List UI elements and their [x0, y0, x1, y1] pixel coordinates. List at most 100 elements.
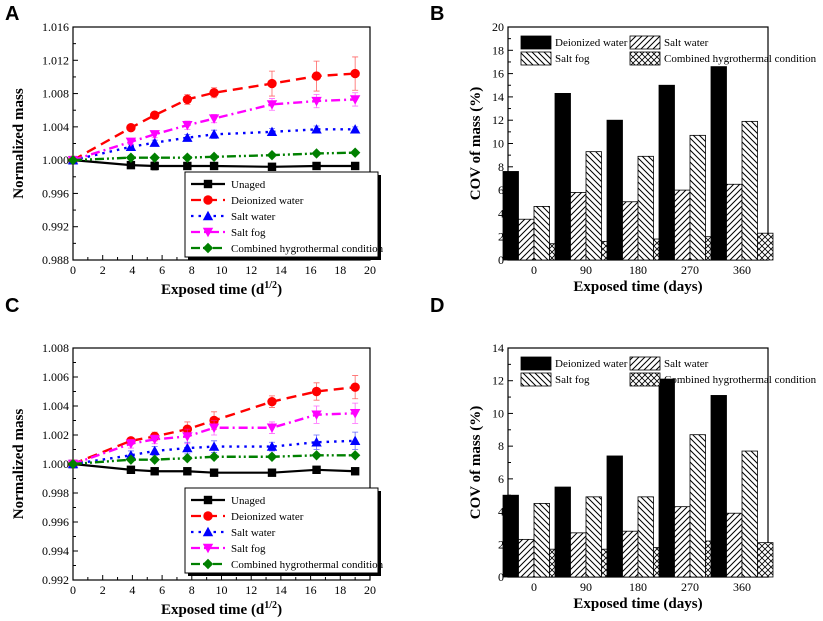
legend-label-deionized: Deionized water — [555, 37, 628, 49]
y-tick-label: 0.992 — [42, 220, 69, 234]
y-tick-label: 4 — [498, 206, 504, 220]
bar-salt_water — [674, 506, 691, 578]
data-point-salt_water — [149, 445, 160, 456]
x-tick-label: 360 — [733, 580, 751, 594]
data-point-combined — [125, 152, 137, 163]
legend-label-salt_fog: Salt fog — [231, 543, 266, 555]
data-point-unaged — [350, 161, 360, 171]
panel-D: D 0 2 4 6 8 10 12 14 COV of mass (%) 0 90 180 270 360 E… — [430, 295, 817, 612]
legend-label-salt_water: Salt water — [664, 37, 709, 49]
bar-salt_water — [570, 192, 587, 261]
series-line-salt_fog — [72, 98, 356, 162]
data-point-combined — [349, 450, 361, 461]
data-point-unaged — [312, 465, 321, 474]
bar-salt_water — [622, 201, 639, 261]
data-point-combined — [67, 154, 79, 166]
y-tick-label: 18 — [492, 43, 504, 57]
y-tick-label: 1.004 — [42, 399, 69, 413]
data-point-deionized — [126, 122, 136, 133]
bar-deionized — [658, 84, 675, 261]
data-point-combined — [208, 151, 220, 163]
bar-salt_fog — [637, 496, 654, 578]
legend-swatch-salt_fog — [520, 372, 552, 387]
legend-swatch-deionized — [520, 35, 552, 50]
bar-salt_fog — [689, 434, 706, 578]
x-tick-label: 14 — [275, 583, 287, 597]
data-point-unaged — [183, 467, 192, 476]
bar-salt_fog — [585, 496, 602, 578]
y-tick-label: 1.004 — [42, 120, 69, 134]
legend-marker-deionized — [203, 195, 213, 205]
legend-label-combined: Combined hygrothermal condition — [664, 374, 817, 386]
bar-deionized — [502, 494, 519, 578]
x-tick-label: 6 — [159, 263, 165, 277]
legend-label-salt_water: Salt water — [664, 358, 709, 370]
legend-box — [184, 171, 379, 258]
bar-salt_water — [570, 532, 587, 578]
x-tick-label: 90 — [580, 580, 592, 594]
panel-letter: A — [5, 3, 19, 25]
y-tick-label: 0.988 — [42, 253, 69, 267]
x-tick-label: 18 — [334, 263, 346, 277]
data-point-unaged — [126, 465, 136, 474]
legend-marker-salt_fog — [202, 227, 214, 238]
x-tick-label: 360 — [733, 263, 751, 277]
y-tick-label: 1.016 — [42, 20, 69, 34]
data-point-unaged — [267, 162, 277, 171]
data-point-unaged — [312, 161, 321, 171]
legend-marker-salt_water — [202, 210, 214, 221]
x-tick-label: 20 — [364, 263, 376, 277]
legend: Deionized water Salt water Salt fog Combine… — [520, 356, 817, 387]
x-axis-title-main: Exposed time (d — [161, 602, 265, 618]
bar-salt_fog — [741, 120, 758, 261]
data-point-salt_water — [208, 441, 220, 451]
data-point-deionized — [267, 78, 277, 89]
y-tick-label: 8 — [498, 439, 504, 453]
y-tick-label: 4 — [498, 505, 504, 519]
y-tick-label: 12 — [492, 374, 504, 388]
bar-deionized — [710, 395, 727, 578]
x-axis-title-end: ) — [277, 282, 282, 298]
legend-marker-unaged — [203, 179, 213, 189]
x-tick-label: 20 — [364, 583, 376, 597]
data-point-combined — [266, 149, 278, 161]
data-point-combined — [67, 458, 79, 470]
data-point-unaged — [267, 468, 277, 477]
legend-marker-combined — [202, 558, 214, 570]
x-axis-title: Exposed time (d1/2) — [161, 280, 282, 298]
legend-marker-salt_fog — [202, 543, 214, 554]
y-tick-label: 1.008 — [42, 341, 69, 355]
bar-deionized — [658, 378, 675, 578]
x-axis-title-sup: 1/2 — [264, 600, 277, 611]
data-point-combined — [311, 450, 322, 461]
y-tick-label: 20 — [492, 20, 504, 34]
legend-swatch-combined — [629, 51, 661, 66]
y-axis-title: COV of mass (%) — [468, 87, 484, 200]
legend-label-deionized: Deionized water — [555, 358, 628, 370]
y-tick-label: 0.998 — [42, 486, 69, 500]
x-tick-label: 8 — [189, 263, 195, 277]
bar-salt_water — [518, 538, 535, 578]
legend-label-deionized: Deionized water — [231, 195, 304, 207]
y-tick-label: 0 — [498, 253, 504, 267]
bar-salt_fog — [533, 502, 550, 578]
legend-label-unaged: Unaged — [231, 495, 266, 507]
y-tick-label: 0.996 — [42, 515, 69, 529]
legend: Unaged Deionized water Salt water Salt fog C… — [184, 171, 384, 260]
data-point-combined — [349, 147, 361, 158]
x-tick-label: 16 — [305, 263, 317, 277]
data-point-salt_fog — [311, 96, 322, 107]
bar-combined — [757, 232, 774, 261]
y-tick-label: 1.008 — [42, 87, 69, 101]
x-axis-title: Exposed time (days) — [573, 596, 702, 612]
bar-salt_water — [674, 189, 691, 261]
data-point-salt_fog — [208, 423, 220, 433]
y-tick-label: 6 — [498, 472, 504, 486]
x-tick-label: 0 — [531, 263, 537, 277]
data-point-salt_water — [208, 129, 220, 139]
data-point-salt_water — [311, 124, 322, 134]
y-tick-label: 10 — [492, 137, 504, 151]
x-tick-label: 12 — [245, 263, 257, 277]
legend-label-combined: Combined hygrothermal condition — [664, 53, 817, 65]
data-point-combined — [149, 454, 160, 465]
